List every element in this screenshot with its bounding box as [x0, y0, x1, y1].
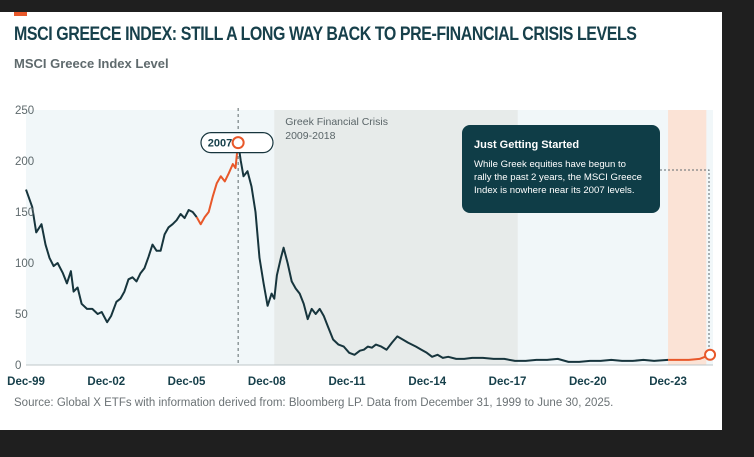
callout-line: rally the past 2 years, the MSCI Greece — [474, 172, 642, 183]
y-tick-label: 0 — [15, 360, 21, 372]
x-tick-label: Dec-08 — [248, 376, 286, 388]
source-note: Source: Global X ETFs with information d… — [14, 397, 614, 409]
callout-line: While Greek equities have begun to — [474, 159, 626, 170]
callout-title: Just Getting Started — [474, 139, 579, 151]
y-tick-label: 250 — [15, 105, 34, 117]
y-tick-label: 200 — [15, 156, 34, 168]
series-line-1 — [25, 189, 198, 324]
x-tick-label: Dec-99 — [7, 376, 45, 388]
callout-connector — [660, 169, 710, 349]
x-tick-label: Dec-17 — [489, 376, 527, 388]
y-tick-label: 50 — [15, 309, 28, 321]
y-tick-label: 150 — [15, 207, 34, 219]
chart-subtitle: MSCI Greece Index Level — [14, 56, 169, 71]
x-tick-label: Dec-14 — [408, 376, 446, 388]
x-tick-label: Dec-11 — [328, 376, 366, 388]
peak-label-text: 2007 — [208, 138, 232, 150]
series-line-2 — [195, 142, 240, 226]
recent-band — [668, 110, 707, 365]
chart-title: MSCI GREECE INDEX: STILL A LONG WAY BACK… — [14, 24, 637, 45]
y-tick-label: 100 — [15, 258, 34, 270]
series-line-3 — [237, 142, 669, 363]
series-line-4 — [668, 353, 711, 361]
callout-box — [462, 125, 660, 213]
end-point-marker — [704, 348, 717, 361]
x-tick-label: Dec-05 — [168, 376, 206, 388]
peak-marker — [231, 136, 245, 150]
callout-line: Index is nowhere near its 2007 levels. — [474, 185, 635, 196]
crisis-band-label: Greek Financial Crisis — [285, 116, 388, 128]
title-accent-bar — [14, 12, 27, 16]
x-tick-label: Dec-02 — [87, 376, 125, 388]
x-tick-label: Dec-23 — [649, 376, 687, 388]
crisis-band-years: 2009-2018 — [285, 130, 335, 142]
x-tick-label: Dec-20 — [569, 376, 607, 388]
